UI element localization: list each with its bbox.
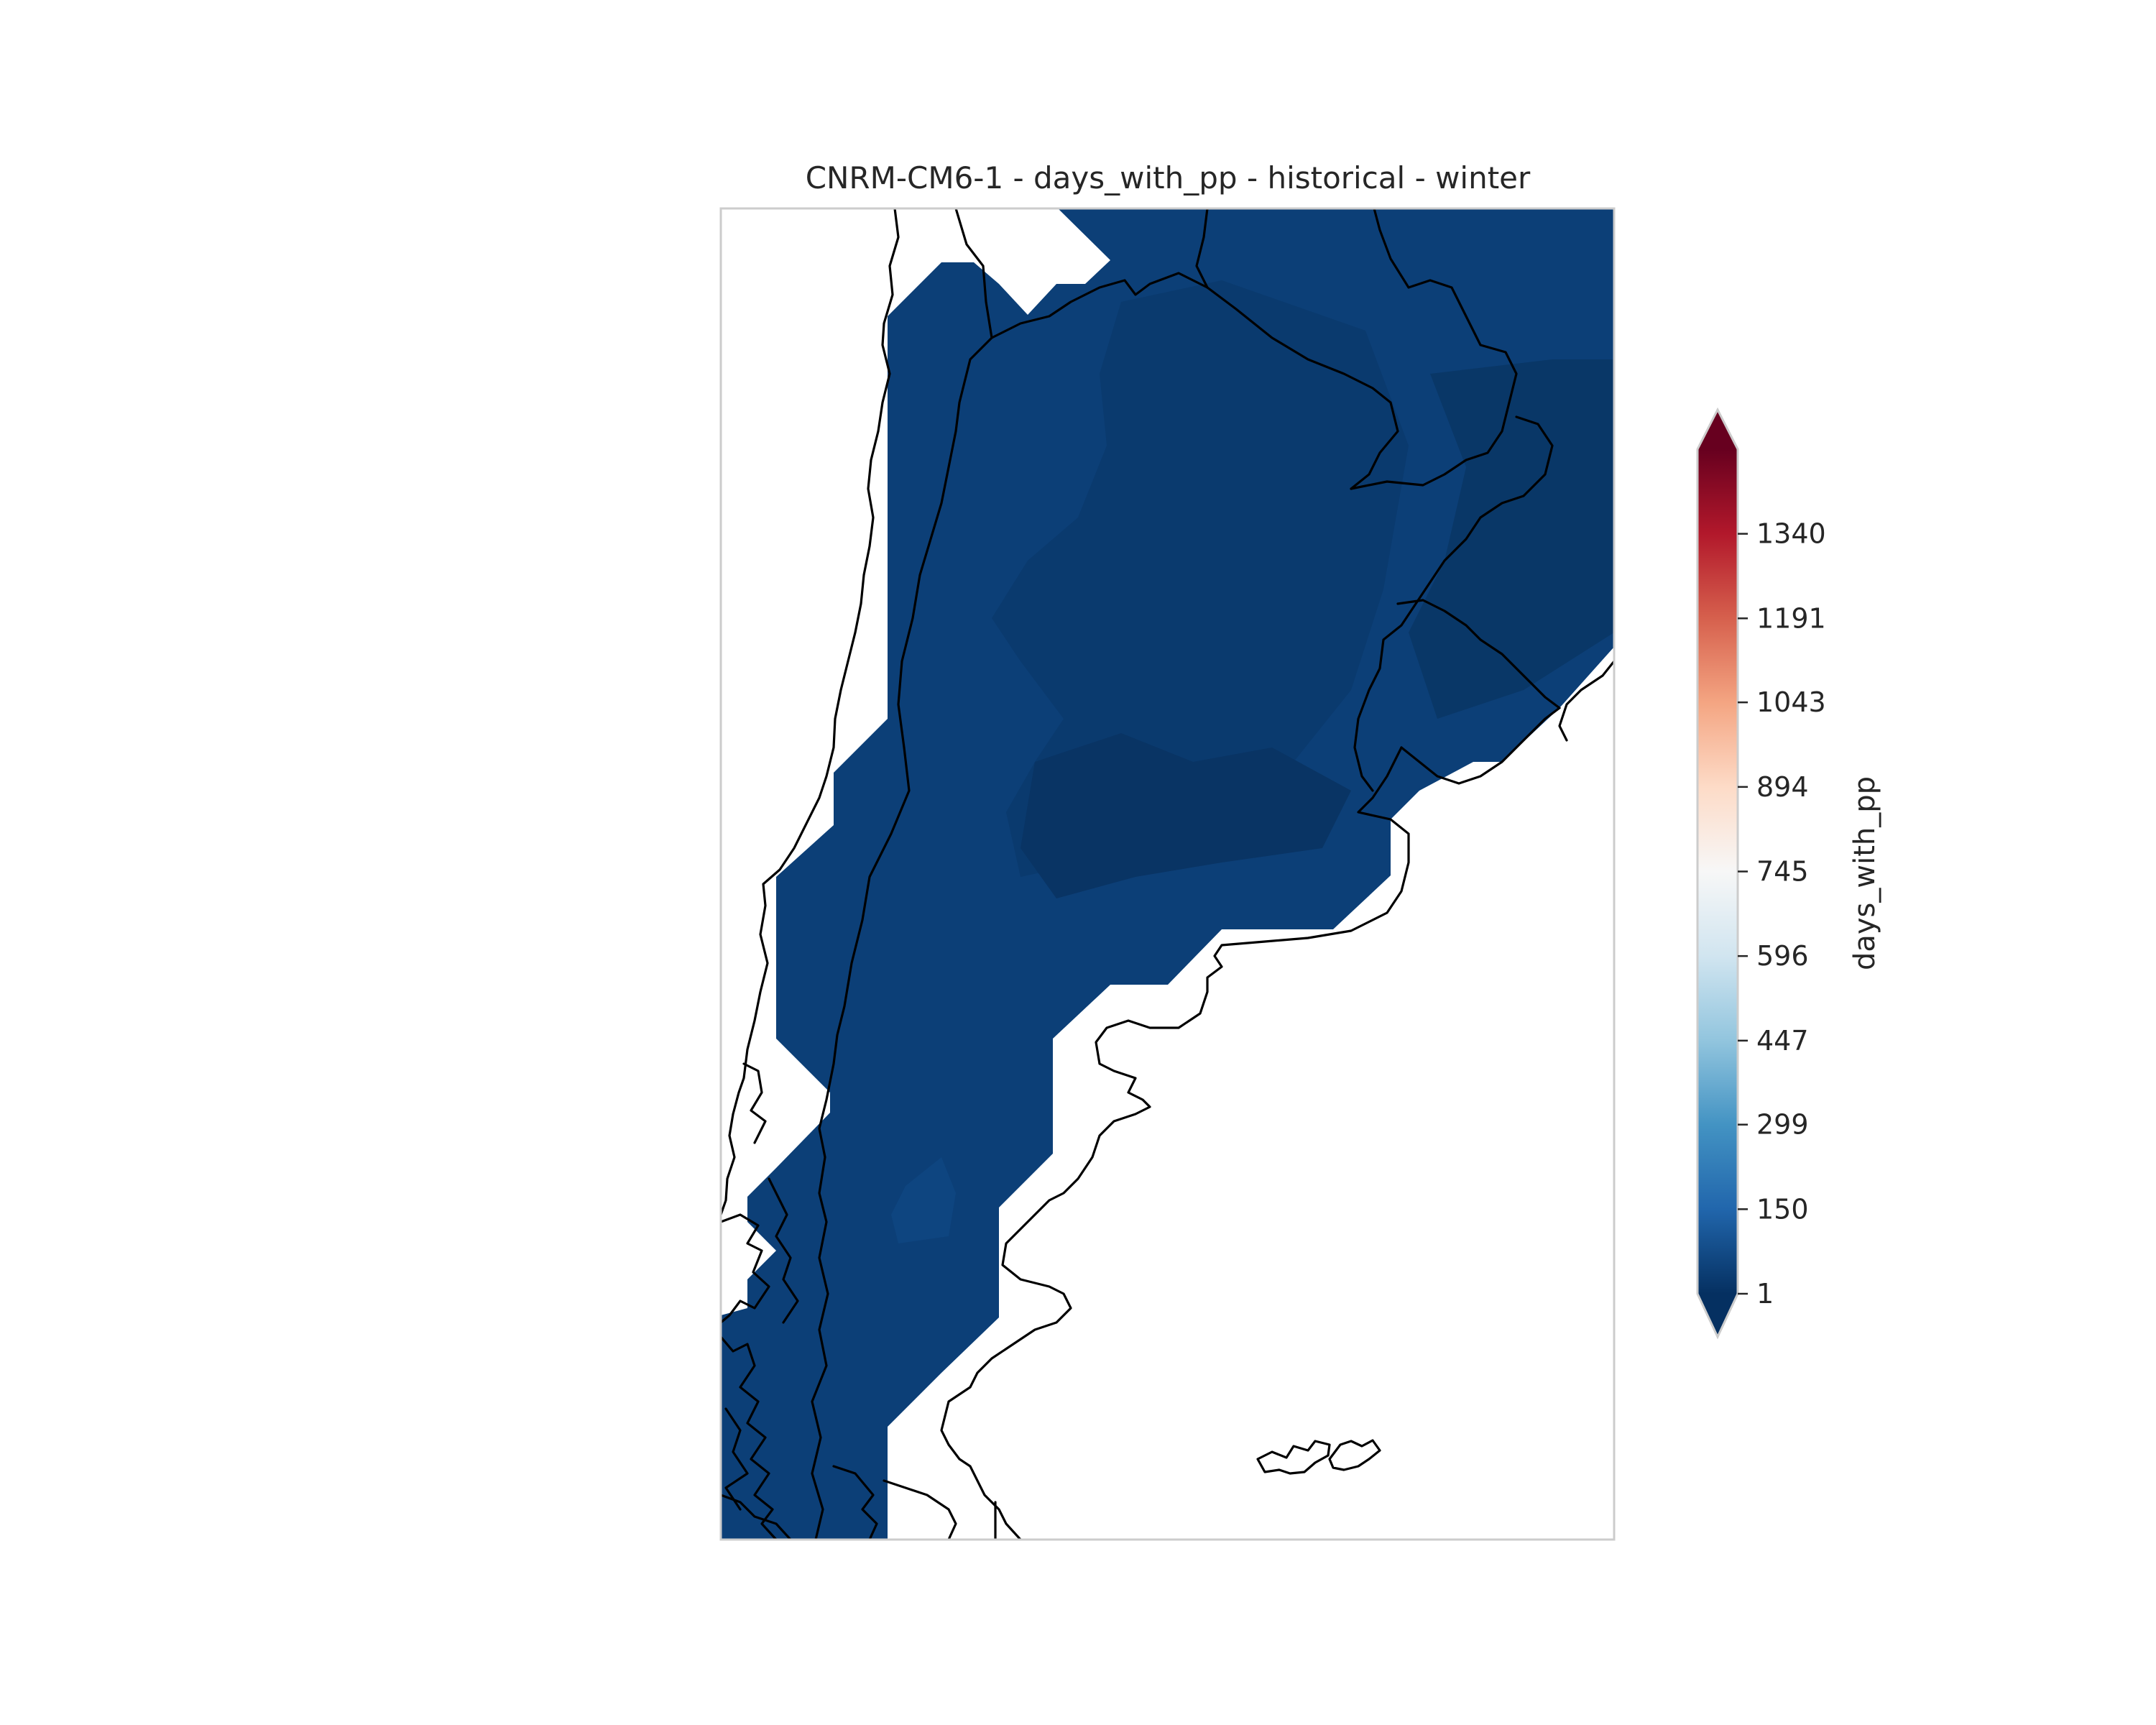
colorbar-tick-label: 299 <box>1756 1109 1809 1141</box>
colorbar-gradient <box>1697 449 1738 1294</box>
data-fill-shade-north <box>992 280 1409 877</box>
colorbar-tick-label: 1340 <box>1756 518 1826 550</box>
colorbar-ticks: 1340 1191 1043 894 745 596 447 299 150 1 <box>1738 518 1826 1310</box>
colorbar: 1340 1191 1043 894 745 596 447 299 150 1 days_wit… <box>1696 407 1881 1340</box>
map-panel <box>721 208 1614 1540</box>
colorbar-tick-label: 1043 <box>1756 686 1826 718</box>
colorbar-tick-label: 1191 <box>1756 602 1826 634</box>
data-fill-shade-east <box>1409 359 1614 719</box>
colorbar-tick-label: 596 <box>1756 940 1809 972</box>
colorbar-extend-bottom <box>1697 1294 1738 1337</box>
colorbar-label: days_with_pp <box>1848 776 1881 970</box>
colorbar-tick-label: 447 <box>1756 1025 1809 1057</box>
colorbar-extend-top <box>1697 410 1738 449</box>
coastlines <box>721 208 1614 1540</box>
colorbar-tick-label: 745 <box>1756 856 1809 888</box>
data-fill-shade-south <box>891 1157 956 1243</box>
data-fill-shade-central <box>1021 733 1351 898</box>
colorbar-tick-label: 1 <box>1756 1278 1774 1310</box>
map-title: CNRM-CM6-1 - days_with_pp - historical -… <box>806 160 1531 196</box>
colorbar-tick-label: 150 <box>1756 1193 1809 1225</box>
colorbar-tick-label: 894 <box>1756 771 1809 803</box>
map-frame <box>719 207 1616 1541</box>
